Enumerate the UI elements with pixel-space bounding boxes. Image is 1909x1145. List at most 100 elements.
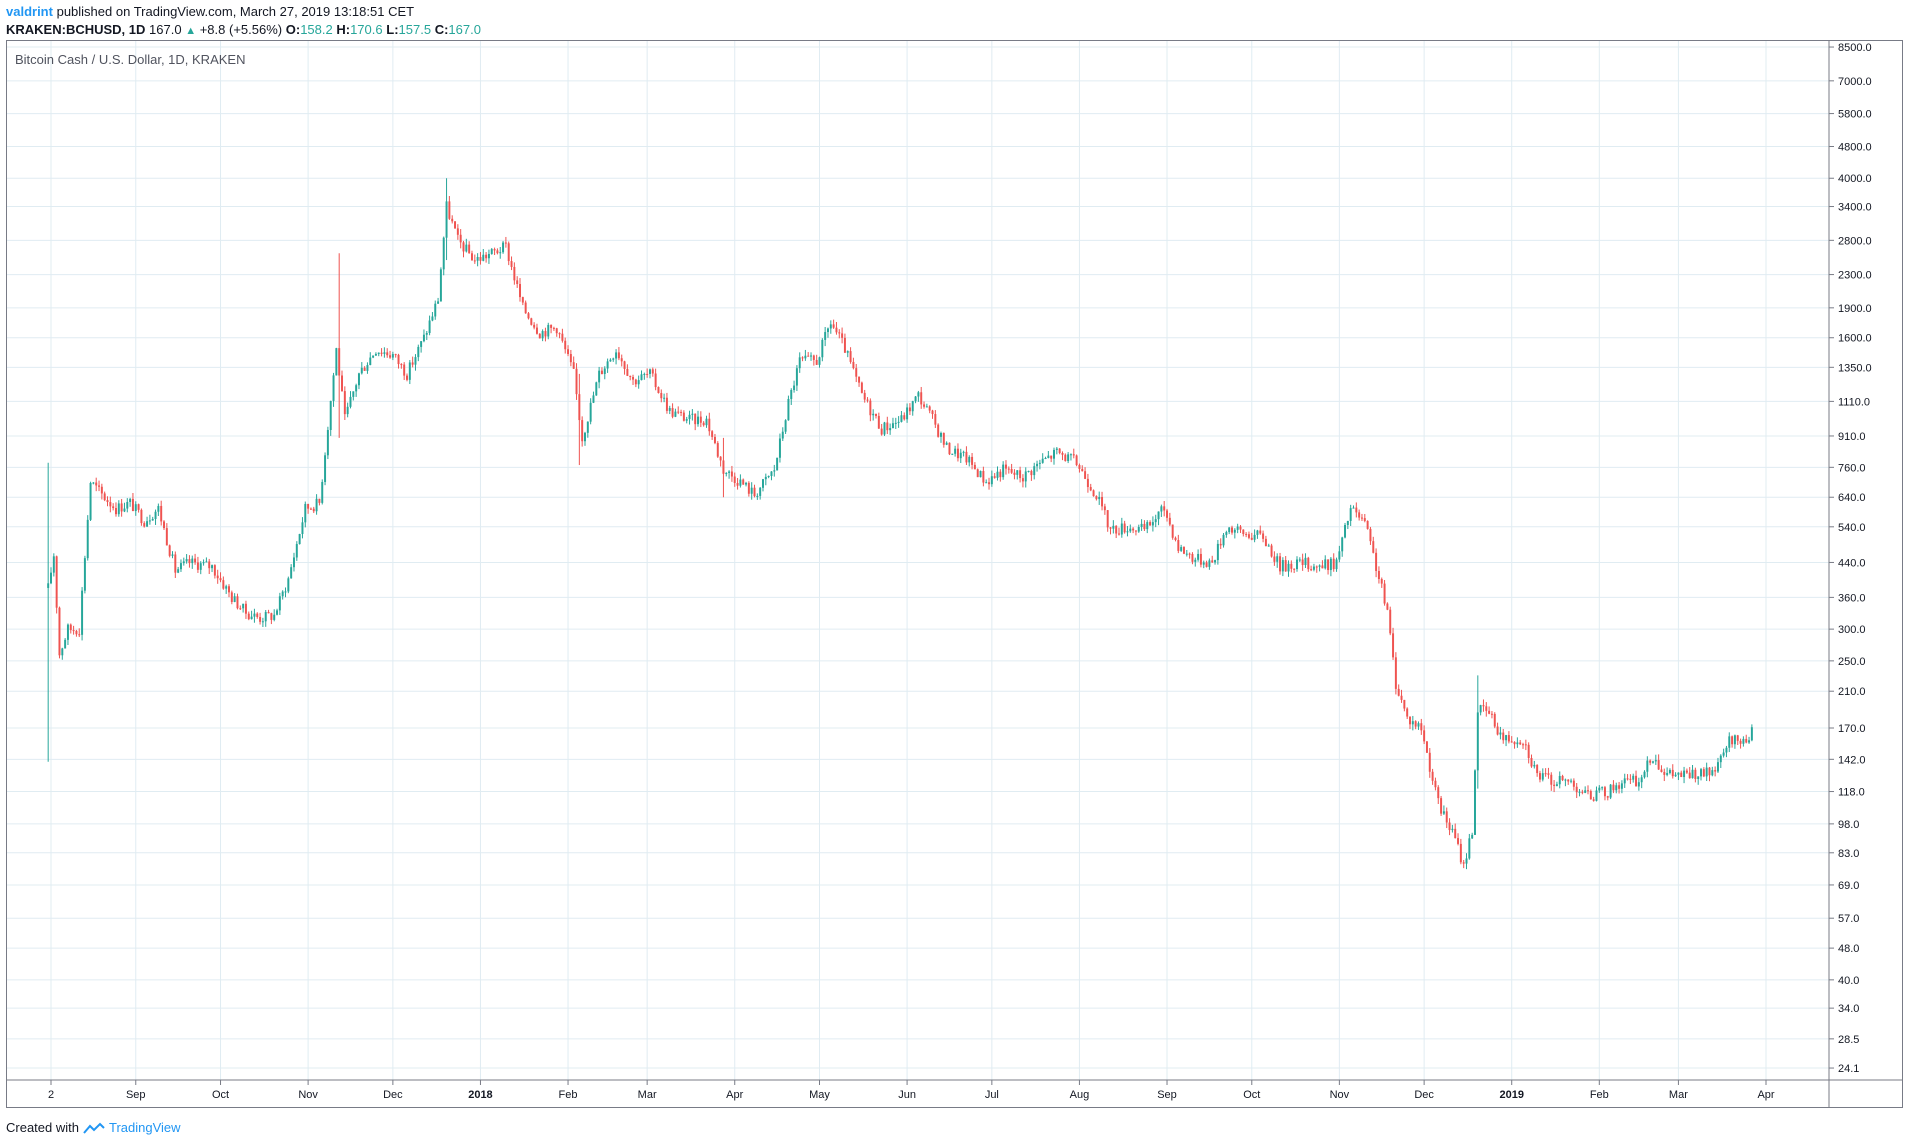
- publisher-username[interactable]: valdrint: [6, 4, 53, 19]
- candle-down: [708, 418, 711, 432]
- candle-up: [643, 373, 646, 375]
- candle-down: [312, 508, 315, 512]
- y-tick-label: 118.0: [1838, 787, 1865, 799]
- candle-down: [1714, 770, 1717, 772]
- candle-up: [1129, 528, 1132, 532]
- candle-down: [1273, 556, 1276, 562]
- candle-up: [1202, 562, 1205, 565]
- candle-down: [456, 228, 459, 235]
- candle-down: [1242, 529, 1245, 535]
- candle-up: [592, 395, 595, 403]
- candle-down: [538, 333, 541, 339]
- candle-down: [812, 355, 815, 360]
- y-tick-label: 48.0: [1838, 943, 1859, 955]
- candle-down: [626, 368, 629, 376]
- candle-down: [1123, 523, 1126, 533]
- candle-down: [550, 324, 553, 328]
- candle-up: [756, 495, 759, 497]
- tradingview-logo-icon: [83, 1122, 105, 1134]
- candle-down: [1524, 744, 1527, 746]
- candle-down: [1219, 543, 1222, 546]
- candle-down: [623, 361, 626, 369]
- candle-up: [1140, 523, 1143, 528]
- candle-down: [1414, 721, 1417, 727]
- candle-down: [213, 565, 216, 576]
- x-tick-label: 2: [48, 1089, 54, 1101]
- candle-down: [72, 630, 75, 632]
- x-tick-label: Apr: [1757, 1089, 1774, 1101]
- candle-down: [646, 373, 649, 375]
- candle-down: [841, 333, 844, 338]
- candle-down: [572, 362, 575, 369]
- candle-down: [973, 464, 976, 470]
- candle-up: [1598, 787, 1601, 791]
- candle-down: [1547, 773, 1550, 775]
- candle-down: [677, 411, 680, 413]
- candle-down: [578, 394, 581, 421]
- y-tick-label: 69.0: [1838, 880, 1859, 892]
- candle-up: [1442, 811, 1445, 814]
- candle-down: [1394, 657, 1397, 689]
- candle-down: [832, 324, 835, 328]
- candle-up: [883, 422, 886, 435]
- candle-up: [914, 396, 917, 402]
- price-axis[interactable]: 8500.0 7000.0 5800.0 4800.0 4000.0 3400.0 2800…: [1828, 41, 1872, 1107]
- y-tick-label: 40.0: [1838, 975, 1859, 987]
- candle-down: [860, 382, 863, 393]
- candle-up: [1601, 787, 1604, 789]
- candle-up: [1716, 762, 1719, 772]
- candle-up: [979, 471, 982, 478]
- candle-down: [95, 482, 98, 486]
- candle-down: [363, 367, 366, 371]
- candle-down: [1250, 537, 1253, 540]
- candle-down: [999, 471, 1002, 478]
- candle-down: [1629, 778, 1632, 780]
- candle-down: [982, 471, 985, 483]
- candle-down: [564, 340, 567, 350]
- candle-down: [403, 364, 406, 376]
- candle-up: [1499, 732, 1502, 735]
- candle-down: [1561, 775, 1564, 781]
- candle-up: [940, 432, 942, 437]
- candle-up: [134, 504, 137, 512]
- candle-down: [1502, 732, 1505, 741]
- candle-down: [1736, 735, 1739, 741]
- candle-up: [442, 237, 445, 270]
- candle-down: [1626, 778, 1629, 780]
- candle-down: [815, 359, 818, 365]
- candle-up: [425, 333, 428, 335]
- time-axis[interactable]: 2 Sep Oct Nov Dec 2018 Feb Mar Apr May Jun Jul Aug Se…: [7, 1079, 1903, 1101]
- candle-down: [716, 443, 719, 457]
- candle-down: [1089, 487, 1092, 491]
- candle-down: [270, 613, 273, 620]
- candle-down: [1530, 757, 1533, 767]
- candle-up: [1748, 740, 1751, 743]
- candle-up: [1024, 471, 1027, 482]
- candle-down: [937, 424, 940, 437]
- candle-up: [1465, 858, 1468, 864]
- candle-down: [680, 411, 683, 413]
- candle-up: [357, 373, 360, 386]
- candle-up: [1069, 454, 1072, 456]
- candle-up: [1640, 777, 1643, 783]
- candle-down: [1513, 742, 1516, 745]
- candle-up: [795, 368, 798, 386]
- candle-down: [1428, 752, 1431, 772]
- candle-up: [295, 544, 298, 558]
- candle-down: [468, 244, 471, 254]
- candle-up: [770, 471, 773, 477]
- x-tick-label: Nov: [1330, 1089, 1350, 1101]
- candle-up: [487, 253, 490, 259]
- candle-up: [1036, 463, 1039, 467]
- candle-down: [1635, 775, 1638, 787]
- candle-down: [877, 415, 880, 429]
- candle-up: [1027, 471, 1030, 473]
- candle-up: [906, 407, 909, 420]
- candle-down: [1369, 528, 1372, 542]
- tradingview-brand[interactable]: TradingView: [108, 1120, 181, 1135]
- y-tick-label: 4800.0: [1838, 142, 1872, 154]
- candle-up: [990, 476, 993, 485]
- candle-down: [1245, 534, 1248, 536]
- candle-up: [1233, 529, 1236, 533]
